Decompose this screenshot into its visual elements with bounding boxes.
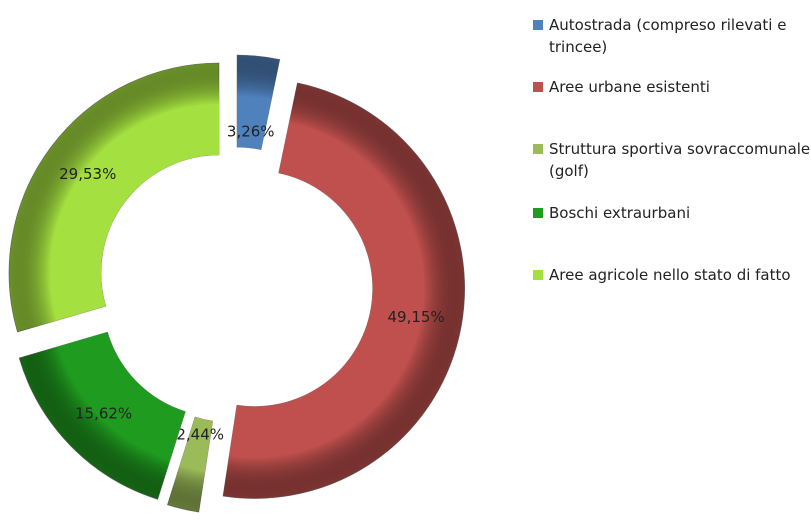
legend-swatch	[533, 208, 543, 218]
legend-label: Aree agricole nello stato di fatto	[549, 266, 791, 284]
legend-item: Aree urbane esistenti	[533, 76, 811, 98]
data-label: 15,62%	[75, 404, 132, 422]
legend-swatch	[533, 20, 543, 30]
legend-label: Autostrada (compreso rilevati e trincee)	[549, 16, 787, 56]
legend-item: Boschi extraurbani	[533, 202, 811, 224]
data-label: 3,26%	[227, 122, 275, 140]
legend-swatch	[533, 270, 543, 280]
data-label: 29,53%	[59, 165, 116, 183]
legend-label: Aree urbane esistenti	[549, 78, 710, 96]
legend-label: Boschi extraurbani	[549, 204, 691, 222]
legend-item: Autostrada (compreso rilevati e trincee)	[533, 14, 811, 58]
legend-item: Struttura sportiva sovraccomunale (golf)	[533, 138, 811, 182]
data-label: 2,44%	[176, 426, 224, 444]
legend-swatch	[533, 82, 543, 92]
legend-label: Struttura sportiva sovraccomunale (golf)	[549, 140, 811, 180]
slice	[8, 62, 220, 333]
data-label: 49,15%	[387, 308, 444, 326]
legend-swatch	[533, 144, 543, 154]
pie-area: 3,26% 49,15% 2,44% 15,62% 29,53%	[8, 54, 465, 513]
legend-item: Aree agricole nello stato di fatto	[533, 264, 811, 286]
